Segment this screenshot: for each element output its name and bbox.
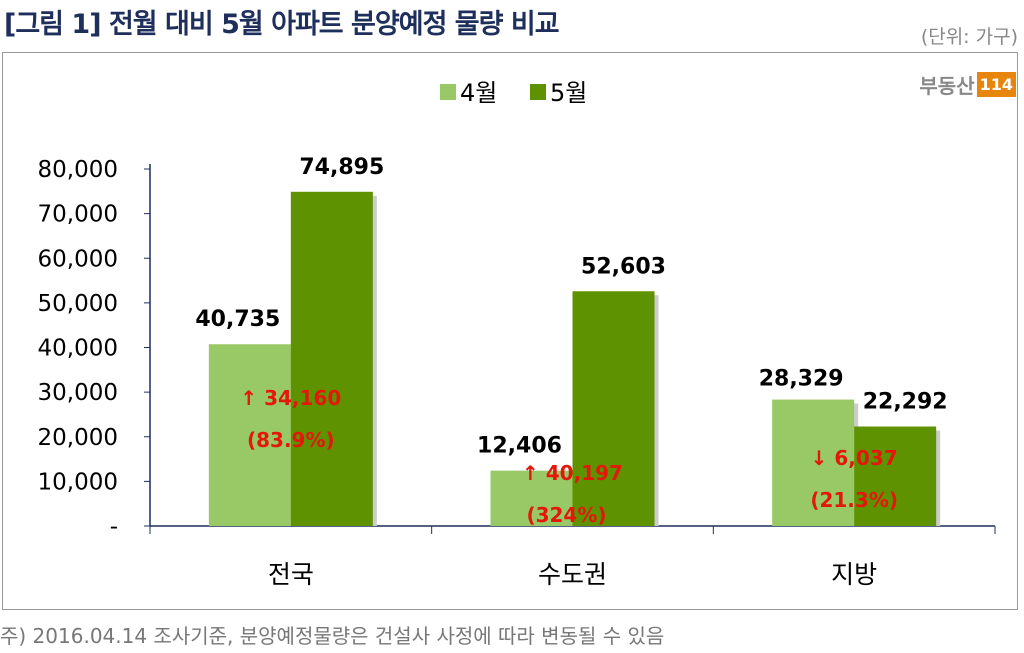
footnote: 주) 2016.04.14 조사기준, 분양예정물량은 건설사 사정에 따라 변… — [0, 624, 665, 648]
bar-4월-전국 — [208, 344, 291, 526]
data-label: 52,603 — [581, 254, 666, 279]
bar-4월-지방 — [772, 399, 855, 526]
x-tick-label: 지방 — [831, 560, 877, 589]
change-annotation: ↑ 40,197 — [522, 461, 623, 485]
legend-swatch — [530, 84, 546, 100]
change-annotation: ↓ 6,037 — [811, 446, 898, 470]
legend-label: 4월 — [460, 79, 497, 107]
x-tick-label: 수도권 — [538, 560, 607, 589]
legend-swatch — [440, 84, 456, 100]
data-label: 22,292 — [863, 390, 948, 415]
chart-frame — [2, 52, 1018, 610]
y-tick-label: 30,000 — [38, 380, 118, 406]
legend-label: 5월 — [550, 79, 587, 107]
y-tick-label: 60,000 — [38, 246, 118, 272]
bar-5월-수도권 — [572, 291, 655, 526]
logo: 부동산 114 — [919, 70, 1016, 99]
x-tick-label: 전국 — [268, 560, 314, 589]
data-label: 40,735 — [195, 307, 280, 332]
change-percent: (21.3%) — [810, 488, 898, 512]
data-label: 12,406 — [477, 434, 562, 459]
change-percent: (83.9%) — [247, 428, 335, 452]
y-tick-label: 40,000 — [38, 336, 118, 362]
logo-text: 부동산 — [919, 74, 975, 98]
bar-5월-지방 — [854, 426, 937, 526]
data-label: 74,895 — [299, 155, 384, 180]
bar-4월-수도권 — [490, 470, 573, 526]
chart-title: [그림 1] 전월 대비 5월 아파트 분양예정 물량 비교 — [4, 9, 560, 40]
bar-5월-전국 — [290, 191, 373, 526]
data-label: 28,329 — [759, 367, 844, 392]
y-tick-label: 50,000 — [38, 291, 118, 317]
unit-label: (단위: 가구) — [920, 26, 1018, 48]
logo-badge: 114 — [976, 72, 1016, 97]
change-annotation: ↑ 34,160 — [240, 386, 341, 410]
y-tick-label: - — [110, 514, 118, 540]
change-percent: (324%) — [526, 503, 606, 527]
y-tick-label: 80,000 — [38, 157, 118, 183]
y-tick-label: 10,000 — [38, 469, 118, 495]
y-tick-label: 70,000 — [38, 202, 118, 228]
y-tick-label: 20,000 — [38, 425, 118, 451]
